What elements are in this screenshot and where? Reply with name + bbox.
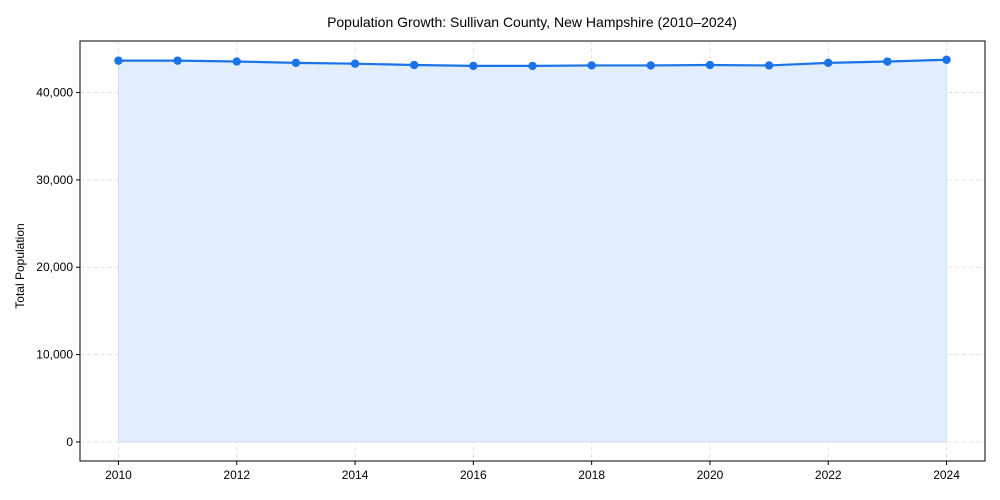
x-tick-label: 2014	[342, 468, 369, 482]
data-point	[173, 56, 182, 65]
data-point	[587, 61, 596, 70]
data-point	[824, 58, 833, 68]
y-axis-label: Total Population	[13, 223, 27, 308]
x-tick-label: 2016	[460, 468, 487, 482]
data-points	[114, 55, 951, 71]
data-point	[942, 55, 951, 64]
data-point	[883, 57, 892, 66]
x-tick-label: 2020	[697, 468, 724, 482]
data-point	[469, 61, 478, 71]
data-point	[705, 60, 715, 70]
data-point	[114, 56, 123, 65]
y-axis: 0 10,000 20,000 30,000 40,000	[36, 86, 80, 449]
y-tick-label: 40,000	[36, 86, 73, 100]
x-tick-label: 2018	[578, 468, 605, 482]
data-point	[350, 59, 360, 68]
y-tick-label: 10,000	[36, 348, 73, 362]
y-tick-label: 0	[66, 435, 73, 449]
x-tick-label: 2024	[933, 468, 960, 482]
x-axis: 2010 2012 2014 2016 2018 2020 2022 2024	[105, 461, 960, 482]
area-fill-path	[118, 59, 947, 443]
x-tick-label: 2022	[815, 468, 842, 482]
chart-title: Population Growth: Sullivan County, New …	[327, 14, 737, 30]
data-point	[291, 58, 301, 68]
data-point	[409, 60, 419, 70]
plot-frame	[79, 40, 986, 462]
x-tick-label: 2012	[223, 468, 250, 482]
y-tick-label: 30,000	[36, 173, 73, 187]
y-tick-label: 20,000	[36, 260, 73, 274]
data-point	[528, 61, 537, 71]
data-point	[232, 57, 241, 66]
x-tick-label: 2010	[105, 468, 132, 482]
area-fill	[118, 59, 947, 443]
data-point	[646, 61, 656, 70]
data-point	[764, 61, 774, 70]
